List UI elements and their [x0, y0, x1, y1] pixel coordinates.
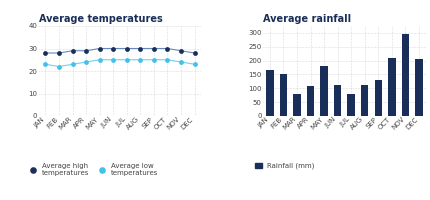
Bar — [347, 94, 355, 116]
Point — [137, 58, 144, 61]
Bar — [361, 85, 369, 116]
Point — [96, 58, 103, 61]
Bar — [280, 74, 287, 116]
Point — [69, 63, 76, 66]
Point — [42, 63, 49, 66]
Point — [123, 47, 130, 50]
Point — [110, 47, 117, 50]
Bar — [388, 58, 396, 116]
Point — [164, 47, 171, 50]
Point — [137, 47, 144, 50]
Point — [55, 51, 62, 55]
Bar — [415, 59, 423, 116]
Bar — [402, 34, 409, 116]
Legend: Rainfall (mm): Rainfall (mm) — [255, 163, 315, 169]
Legend: Average high
temperatures, Average low
temperatures: Average high temperatures, Average low t… — [26, 163, 158, 176]
Bar — [266, 70, 273, 116]
Point — [55, 65, 62, 68]
Point — [69, 49, 76, 52]
Bar — [293, 94, 301, 116]
Point — [150, 58, 157, 61]
Text: Average rainfall: Average rainfall — [263, 14, 351, 24]
Point — [164, 58, 171, 61]
Bar — [320, 66, 328, 116]
Point — [150, 47, 157, 50]
Point — [178, 49, 184, 52]
Text: Average temperatures: Average temperatures — [39, 14, 163, 24]
Point — [83, 60, 89, 64]
Bar — [307, 86, 314, 116]
Point — [123, 58, 130, 61]
Point — [178, 60, 184, 64]
Bar — [334, 85, 341, 116]
Point — [42, 51, 49, 55]
Point — [191, 63, 198, 66]
Point — [96, 47, 103, 50]
Point — [191, 51, 198, 55]
Point — [83, 49, 89, 52]
Bar — [375, 80, 382, 116]
Point — [110, 58, 117, 61]
